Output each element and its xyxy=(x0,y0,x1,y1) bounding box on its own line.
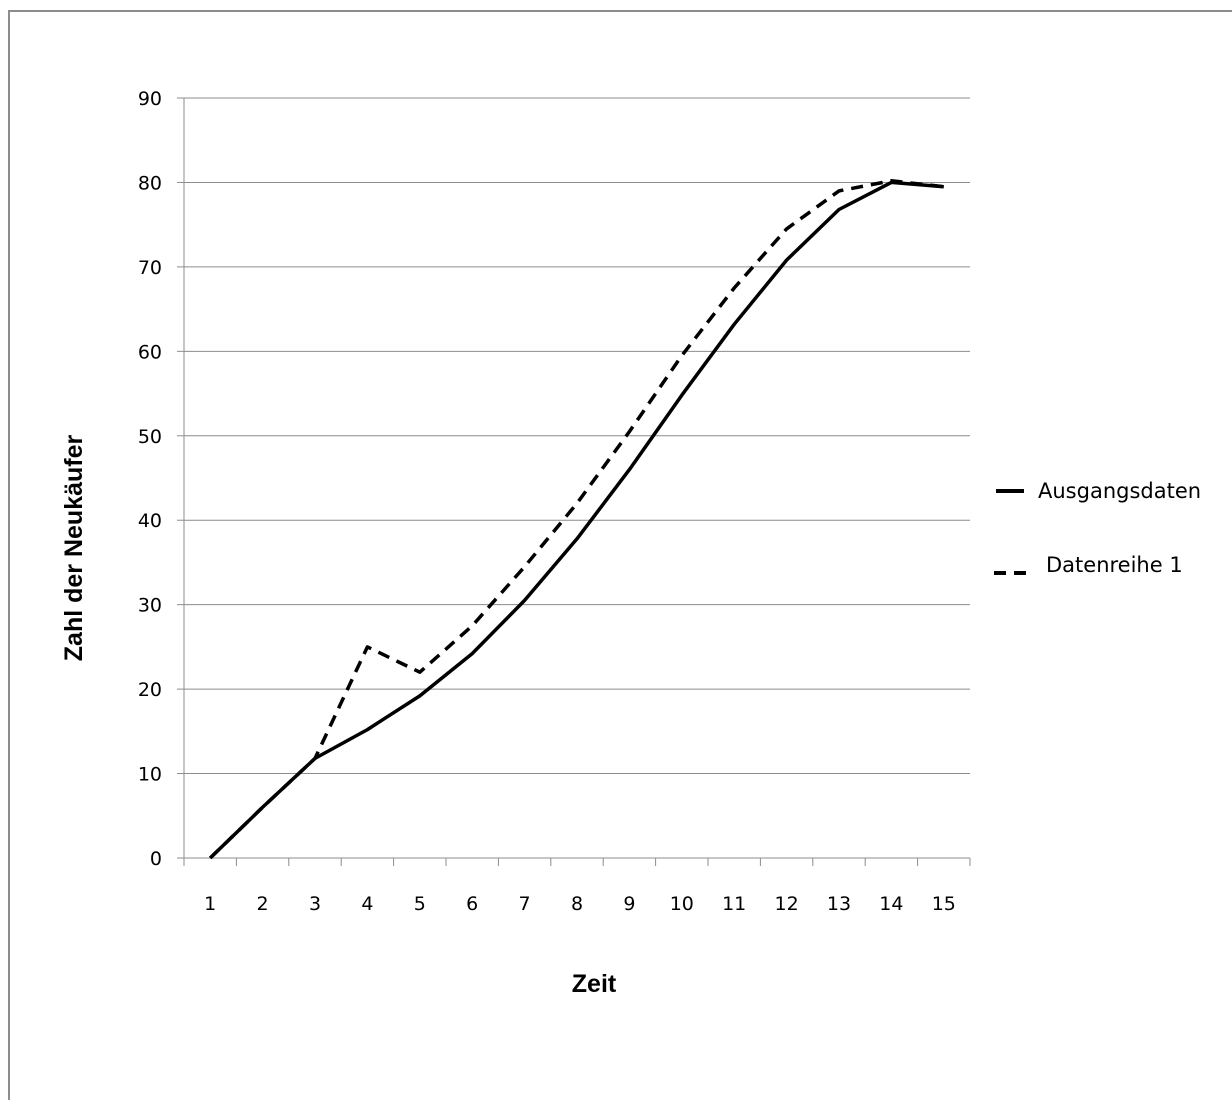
x-tick-label: 9 xyxy=(623,893,635,915)
y-tick-label: 10 xyxy=(138,764,162,786)
y-tick-label: 20 xyxy=(138,679,162,701)
x-tick-label: 1 xyxy=(204,893,216,915)
y-tick-label: 40 xyxy=(138,510,162,532)
y-tick-label: 60 xyxy=(138,341,162,363)
axes xyxy=(177,97,971,866)
x-tick-label: 15 xyxy=(932,893,956,915)
x-axis-title: Zeit xyxy=(572,970,617,998)
y-tick-label: 70 xyxy=(138,257,162,279)
x-tick-label: 12 xyxy=(775,893,799,915)
x-tick-label: 2 xyxy=(257,893,269,915)
legend-label-ausgangsdaten: Ausgangsdaten xyxy=(1038,479,1201,503)
y-tick-label: 30 xyxy=(138,595,162,617)
series-lines xyxy=(208,179,944,860)
x-tick-label: 13 xyxy=(827,893,851,915)
x-tick-label: 10 xyxy=(670,893,694,915)
x-tick-label: 4 xyxy=(361,893,373,915)
y-tick-label: 0 xyxy=(150,848,162,870)
gridlines xyxy=(184,97,970,775)
legend: Ausgangsdaten Datenreihe 1 xyxy=(994,479,1201,577)
y-axis-title: Zahl der Neukäufer xyxy=(60,435,88,662)
x-tick-label: 3 xyxy=(309,893,321,915)
legend-label-datenreihe-1: Datenreihe 1 xyxy=(1046,553,1183,577)
x-tick-label: 5 xyxy=(414,893,426,915)
chart-frame xyxy=(8,10,1232,1100)
y-tick-label: 80 xyxy=(138,172,162,194)
y-tick-label: 50 xyxy=(138,426,162,448)
x-tick-label: 6 xyxy=(466,893,478,915)
x-tick-label: 8 xyxy=(571,893,583,915)
series-line-datenreihe-1 xyxy=(208,179,944,860)
x-tick-label: 11 xyxy=(722,893,746,915)
x-tick-label: 14 xyxy=(879,893,903,915)
series-line-ausgangsdaten xyxy=(208,180,944,860)
x-tick-label: 7 xyxy=(519,893,531,915)
y-tick-label: 90 xyxy=(138,88,162,110)
